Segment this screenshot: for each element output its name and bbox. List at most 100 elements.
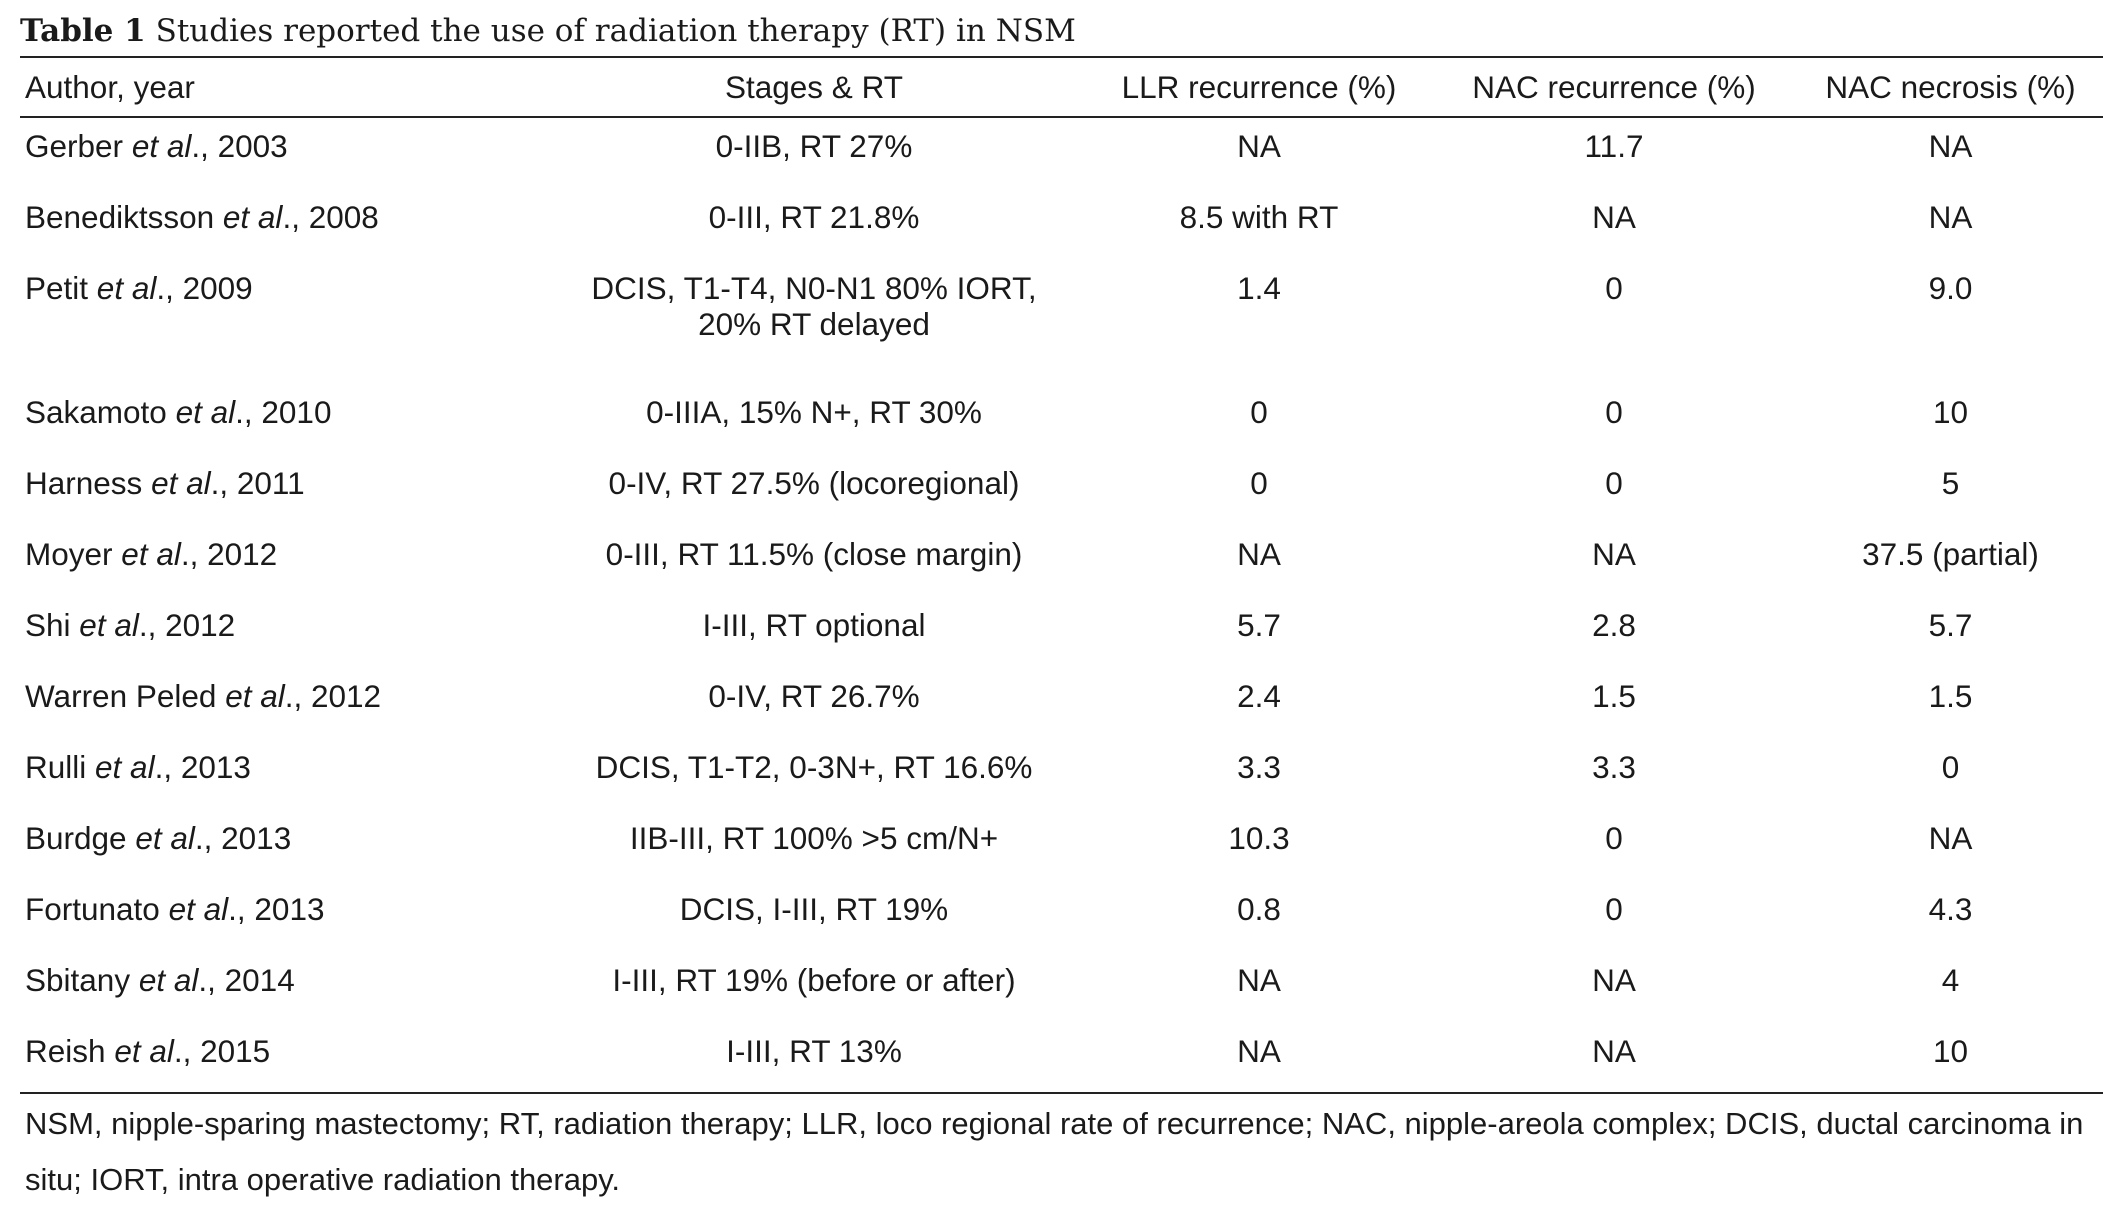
stages-line: 0-IIIA, 15% N+, RT 30%: [646, 394, 982, 430]
author-etal: et al: [114, 1033, 174, 1069]
cell-author: Benediktsson et al., 2008: [20, 187, 545, 258]
cell-author: Rulli et al., 2013: [20, 737, 545, 808]
author-year: ., 2013: [154, 749, 251, 785]
studies-table: Author, year Stages & RT LLR recurrence …: [20, 56, 2103, 1094]
header-row: Author, year Stages & RT LLR recurrence …: [20, 57, 2103, 117]
author-name: Fortunato: [25, 891, 160, 927]
cell-llr-recurrence: 3.3: [1237, 749, 1281, 785]
cell-author: Sbitany et al., 2014: [20, 950, 545, 1021]
cell-stages: 0-IV, RT 27.5% (locoregional): [545, 453, 1083, 524]
author-etal: et al: [95, 749, 155, 785]
cell-author: Warren Peled et al., 2012: [20, 666, 545, 737]
author-year: ., 2013: [228, 891, 325, 927]
cell-stages: I-III, RT optional: [545, 595, 1083, 666]
table-container: Table 1 Studies reported the use of radi…: [20, 8, 2103, 1208]
author-name: Shi: [25, 607, 71, 643]
cell-nac-necrosis: 1.5: [1928, 678, 1973, 714]
author-etal: et al: [151, 465, 211, 501]
cell-llr-recurrence: 0.8: [1237, 891, 1281, 927]
table-row: Benediktsson et al., 2008 0-III, RT 21.8%…: [20, 187, 2103, 258]
author-etal: et al: [96, 270, 157, 306]
cell-stages: DCIS, T1-T4, N0-N1 80% IORT, 20% RT delay…: [545, 258, 1083, 382]
author-etal: et al: [138, 962, 199, 998]
cell-author: Burdge et al., 2013: [20, 808, 545, 879]
author-name: Petit: [25, 270, 89, 306]
author-year: ., 2013: [194, 820, 292, 856]
author-name: Reish: [25, 1033, 106, 1069]
cell-nac-necrosis: 10: [1932, 1033, 1969, 1069]
cell-nac-necrosis: 37.5 (partial): [1862, 536, 2039, 572]
table-row: Harness et al., 2011 0-IV, RT 27.5% (loco…: [20, 453, 2103, 524]
cell-nac-recurrence: 11.7: [1584, 128, 1644, 164]
cell-llr-recurrence: 2.4: [1237, 678, 1281, 714]
cell-llr-recurrence: 10.3: [1228, 820, 1290, 856]
author-etal: et al: [222, 199, 283, 235]
table-footnote: NSM, nipple-sparing mastectomy; RT, radi…: [25, 1106, 2084, 1197]
cell-nac-recurrence: 0: [1605, 394, 1623, 430]
cell-nac-recurrence: NA: [1592, 962, 1636, 998]
author-name: Gerber: [25, 128, 124, 164]
stages-line: I-III, RT 13%: [726, 1033, 902, 1069]
cell-stages: I-III, RT 13%: [545, 1021, 1083, 1093]
author-name: Moyer: [25, 536, 113, 572]
author-year: ., 2012: [284, 678, 382, 714]
cell-nac-necrosis: 5.7: [1928, 607, 1973, 643]
cell-stages: IIB-III, RT 100% >5 cm/N+: [545, 808, 1083, 879]
cell-llr-recurrence: NA: [1237, 128, 1281, 164]
stages-line: I-III, RT optional: [702, 607, 926, 643]
author-etal: et al: [175, 394, 236, 430]
cell-stages: DCIS, I-III, RT 19%: [545, 879, 1083, 950]
table-body: Gerber et al., 2003 0-IIB, RT 27% NA 11.7 NA…: [20, 117, 2103, 1093]
author-etal: et al: [225, 678, 285, 714]
table-row: Warren Peled et al., 2012 0-IV, RT 26.7% 2…: [20, 666, 2103, 737]
cell-stages: 0-IIIA, 15% N+, RT 30%: [545, 382, 1083, 453]
table-row: Moyer et al., 2012 0-III, RT 11.5% (close…: [20, 524, 2103, 595]
cell-nac-necrosis: 4.3: [1928, 891, 1973, 927]
stages-line: 0-IV, RT 26.7%: [708, 678, 920, 714]
cell-nac-necrosis: NA: [1928, 199, 1973, 235]
author-year: ., 2012: [138, 607, 236, 643]
cell-author: Moyer et al., 2012: [20, 524, 545, 595]
author-year: ., 2012: [180, 536, 278, 572]
cell-nac-recurrence: 3.3: [1592, 749, 1636, 785]
cell-nac-recurrence: 0: [1605, 820, 1623, 856]
cell-nac-recurrence: NA: [1592, 536, 1636, 572]
cell-nac-necrosis: 9.0: [1928, 270, 1973, 306]
author-year: ., 2008: [282, 199, 379, 235]
stages-line: DCIS, T1-T2, 0-3N+, RT 16.6%: [595, 749, 1033, 785]
author-etal: et al: [131, 128, 192, 164]
author-name: Warren Peled: [25, 678, 217, 714]
cell-stages: 0-IV, RT 26.7%: [545, 666, 1083, 737]
cell-author: Gerber et al., 2003: [20, 117, 545, 187]
table-row: Rulli et al., 2013 DCIS, T1-T2, 0-3N+, RT…: [20, 737, 2103, 808]
stages-line: 20% RT delayed: [698, 306, 930, 342]
cell-nac-recurrence: 0: [1605, 465, 1623, 501]
cell-author: Petit et al., 2009: [20, 258, 545, 382]
column-header-author: Author, year: [25, 68, 195, 105]
cell-llr-recurrence: 1.4: [1237, 270, 1281, 306]
author-etal: et al: [168, 891, 229, 927]
cell-nac-recurrence: 1.5: [1592, 678, 1636, 714]
table-header: Author, year Stages & RT LLR recurrence …: [20, 57, 2103, 117]
cell-nac-recurrence: 0: [1605, 270, 1623, 306]
stages-line: 0-IIB, RT 27%: [715, 128, 913, 164]
cell-nac-recurrence: 2.8: [1592, 607, 1636, 643]
author-etal: et al: [135, 820, 195, 856]
stages-line: IIB-III, RT 100% >5 cm/N+: [629, 820, 999, 856]
author-etal: et al: [79, 607, 139, 643]
stages-line: DCIS, T1-T4, N0-N1 80% IORT,: [591, 270, 1037, 306]
column-header-nac-recurrence: NAC recurrence (%): [1472, 68, 1756, 105]
cell-stages: 0-III, RT 21.8%: [545, 187, 1083, 258]
author-year: ., 2010: [235, 394, 332, 430]
author-name: Benediktsson: [25, 199, 215, 235]
cell-llr-recurrence: 0: [1250, 465, 1268, 501]
cell-llr-recurrence: 5.7: [1237, 607, 1281, 643]
table-row: Reish et al., 2015 I-III, RT 13% NA NA 10: [20, 1021, 2103, 1093]
cell-nac-necrosis: 4: [1941, 962, 1960, 998]
author-name: Sbitany: [25, 962, 131, 998]
table-caption-label: Table 1: [20, 13, 146, 49]
author-etal: et al: [121, 536, 181, 572]
cell-nac-recurrence: 0: [1605, 891, 1623, 927]
cell-author: Sakamoto et al., 2010: [20, 382, 545, 453]
stages-line: DCIS, I-III, RT 19%: [679, 891, 949, 927]
